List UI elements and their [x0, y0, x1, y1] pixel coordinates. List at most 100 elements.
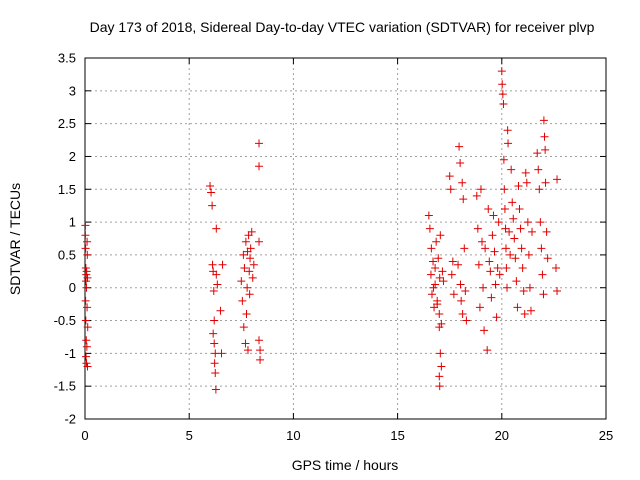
data-point [505, 227, 514, 236]
data-point [446, 185, 455, 194]
data-point [425, 224, 434, 233]
data-point [245, 267, 254, 276]
data-point [535, 185, 544, 194]
data-point [498, 80, 507, 89]
data-point [509, 214, 518, 223]
data-point [542, 227, 551, 236]
y-tick-label: 2 [69, 149, 76, 164]
data-point [500, 204, 509, 213]
data-point [524, 250, 533, 259]
data-point [456, 159, 465, 168]
data-point [519, 287, 528, 296]
y-tick-label: -2 [64, 412, 76, 427]
y-tick-label: 1.5 [58, 182, 76, 197]
data-point [256, 346, 265, 355]
data-point [237, 277, 246, 286]
data-point [513, 303, 522, 312]
data-point [543, 254, 552, 263]
data-point [241, 237, 250, 246]
data-point [461, 287, 470, 296]
x-axis-label: GPS time / hours [292, 457, 399, 473]
data-point [459, 195, 468, 204]
data-point [437, 362, 446, 371]
y-tick-label: -0.5 [54, 313, 76, 328]
data-point [241, 339, 250, 348]
data-point [82, 336, 91, 345]
data-point [208, 260, 217, 269]
data-point [501, 244, 510, 253]
data-point [210, 339, 219, 348]
data-point [486, 267, 495, 276]
data-point [81, 316, 90, 325]
data-point [434, 254, 443, 263]
data-point [209, 287, 218, 296]
y-tick-label: 3 [69, 83, 76, 98]
y-tick-label: 3.5 [58, 51, 76, 66]
data-point [245, 290, 254, 299]
data-point [474, 260, 483, 269]
data-point [210, 316, 219, 325]
data-point [213, 280, 222, 289]
data-point [248, 273, 257, 282]
data-point [82, 283, 91, 292]
data-point [247, 227, 256, 236]
data-point [435, 323, 444, 332]
data-point [83, 237, 92, 246]
data-point [83, 250, 92, 259]
data-point [476, 185, 485, 194]
x-tick-label: 10 [286, 428, 300, 443]
data-point [210, 359, 219, 368]
data-point [439, 277, 448, 286]
data-point [427, 244, 436, 253]
data-point [431, 264, 440, 273]
data-point [240, 264, 249, 273]
data-point [445, 172, 454, 181]
plot-frame [84, 57, 607, 420]
data-point [83, 362, 92, 371]
data-point [534, 165, 543, 174]
data-point [473, 224, 482, 233]
data-point [427, 290, 436, 299]
data-point [249, 260, 258, 269]
data-point [521, 168, 530, 177]
data-point [488, 231, 497, 240]
data-point [520, 309, 529, 318]
data-point [475, 303, 484, 312]
data-point [506, 250, 515, 259]
data-point [81, 244, 90, 253]
data-point [432, 237, 441, 246]
data-point [242, 309, 251, 318]
grid [85, 58, 606, 419]
x-tick-label: 15 [390, 428, 404, 443]
data-point [435, 273, 444, 282]
data-point [449, 290, 458, 299]
data-point [494, 218, 503, 227]
data-point [218, 260, 227, 269]
data-point [479, 283, 488, 292]
data-point [515, 204, 524, 213]
data-point [83, 323, 92, 332]
data-point [517, 244, 526, 253]
data-point [539, 290, 548, 299]
data-point [438, 267, 447, 276]
y-tick-label: 2.5 [58, 116, 76, 131]
y-tick-label: 0 [69, 280, 76, 295]
data-point [502, 264, 511, 273]
data-point [525, 283, 534, 292]
data-point [503, 126, 512, 135]
data-point [499, 99, 508, 108]
data-point [481, 244, 490, 253]
data-point [212, 270, 221, 279]
data-point [255, 162, 264, 171]
data-point [500, 185, 509, 194]
data-point [540, 132, 549, 141]
data-point [551, 264, 560, 273]
data-point [458, 178, 467, 187]
data-point [216, 306, 225, 315]
data-point [487, 293, 496, 302]
data-point [538, 270, 547, 279]
data-point [516, 224, 525, 233]
y-tick-label: -1 [64, 346, 76, 361]
data-point [211, 385, 220, 394]
